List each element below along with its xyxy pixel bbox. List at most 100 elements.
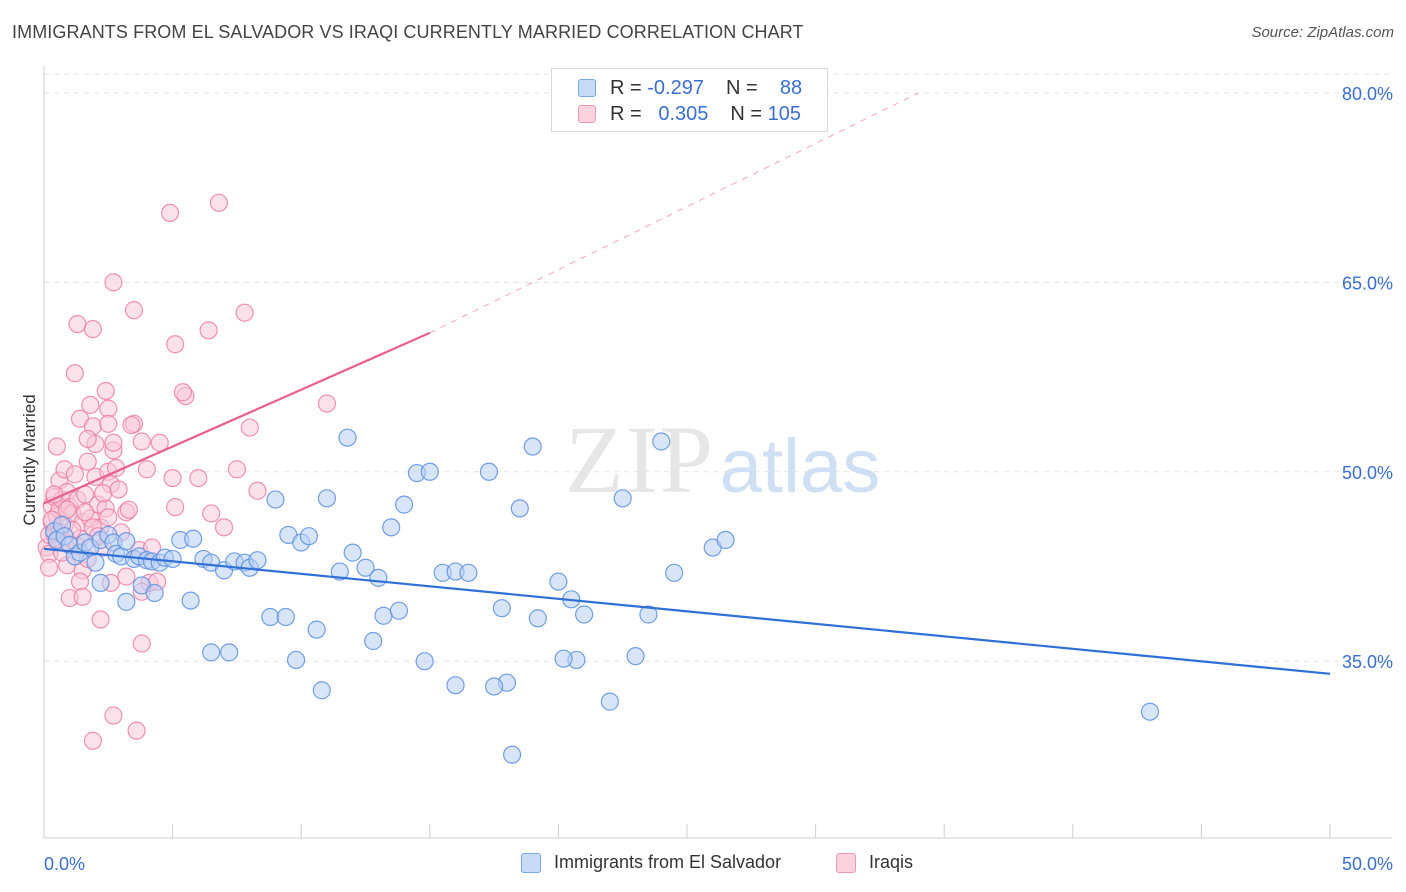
data-point [523,437,542,456]
legend-n-label: N = [730,102,763,125]
source-label: Source: ZipAtlas.com [1251,24,1394,41]
data-point [160,203,180,223]
legend-r-label: R = [610,102,642,125]
y-tick-label: 65.0% [1342,273,1393,293]
data-point [163,549,182,569]
legend-item-iraqis: Iraqis [836,852,913,873]
legend-n-value: 88 [779,76,803,99]
y-tick-label: 50.0% [1342,463,1393,483]
data-point [137,460,156,479]
data-point [145,583,164,603]
legend-r-value: -0.297 [647,76,704,99]
data-point [1140,702,1160,721]
data-point [104,433,123,452]
data-point [163,468,182,488]
data-point [94,484,113,503]
trend-line [43,547,1331,675]
data-point [261,607,280,627]
data-point [492,599,511,618]
legend-swatch-blue [521,852,541,873]
data-point [394,495,414,514]
data-point [104,273,123,292]
data-point [65,465,84,484]
data-point [83,319,102,339]
stats-legend: R = -0.297 N = 88 R = 0.305 N = 105 [551,68,828,132]
data-point [122,415,141,435]
data-point [166,335,185,354]
legend-item-el-salvador: Immigrants from El Salvador [521,852,781,873]
data-point [86,553,105,572]
data-point [173,383,192,402]
trend-line [43,331,431,505]
data-point [227,460,246,479]
data-point [99,399,118,418]
data-point [554,649,573,668]
data-point [127,721,146,740]
data-point [240,418,259,437]
data-point [189,468,208,488]
data-point [117,532,136,551]
data-point [47,437,66,456]
data-point [575,605,594,624]
legend-n-label: N = [725,76,758,99]
watermark-zip: ZIP [565,406,715,513]
data-point [330,562,349,581]
data-point [389,601,409,620]
data-point [132,432,151,451]
y-tick-label: 35.0% [1342,652,1393,672]
watermark-atlas: atlas [720,424,881,509]
data-point [202,643,221,662]
data-point [68,314,87,334]
data-point [202,504,221,523]
x-tick-label: 0.0% [44,854,85,874]
data-point [369,568,388,587]
data-point [40,558,59,577]
legend-label: Immigrants from El Salvador [554,852,782,872]
data-point [665,563,684,582]
data-point [96,381,115,401]
data-point [317,489,337,508]
data-point [132,634,151,653]
legend-swatch-pink [578,105,596,123]
data-point [459,563,478,582]
legend-row-iraqis: R = 0.305 N = 105 [578,102,801,126]
data-point [78,452,97,471]
data-point [716,530,735,550]
data-point [248,551,267,570]
data-point [78,429,97,449]
data-point [356,558,375,577]
legend-r-value: 0.305 [658,102,709,125]
data-point [76,503,95,522]
data-point [510,499,529,518]
x-tick-label: 50.0% [1342,854,1393,874]
data-point [266,490,285,509]
data-point [181,591,200,610]
data-point [343,543,362,562]
data-point [73,587,92,606]
legend-r-label: R = [610,76,642,99]
data-point [276,607,295,627]
data-point [81,395,100,414]
data-point [214,518,234,537]
data-point [124,301,144,320]
data-point [374,606,393,625]
legend-n-value: 105 [767,102,802,125]
data-point [299,527,319,546]
legend-swatch-blue [578,79,596,97]
data-point [600,692,619,711]
data-point [65,364,84,383]
data-point [117,592,136,611]
data-point [104,706,123,725]
legend-row-el-salvador: R = -0.297 N = 88 [578,76,802,100]
data-point [119,500,138,519]
data-point [58,500,77,519]
data-point [220,643,239,662]
data-point [485,677,504,696]
data-point [639,605,658,624]
data-point [99,414,118,433]
legend-swatch-pink [836,852,856,873]
data-point [99,508,118,527]
data-point [420,462,439,481]
data-point [109,480,128,499]
data-point [503,745,522,764]
